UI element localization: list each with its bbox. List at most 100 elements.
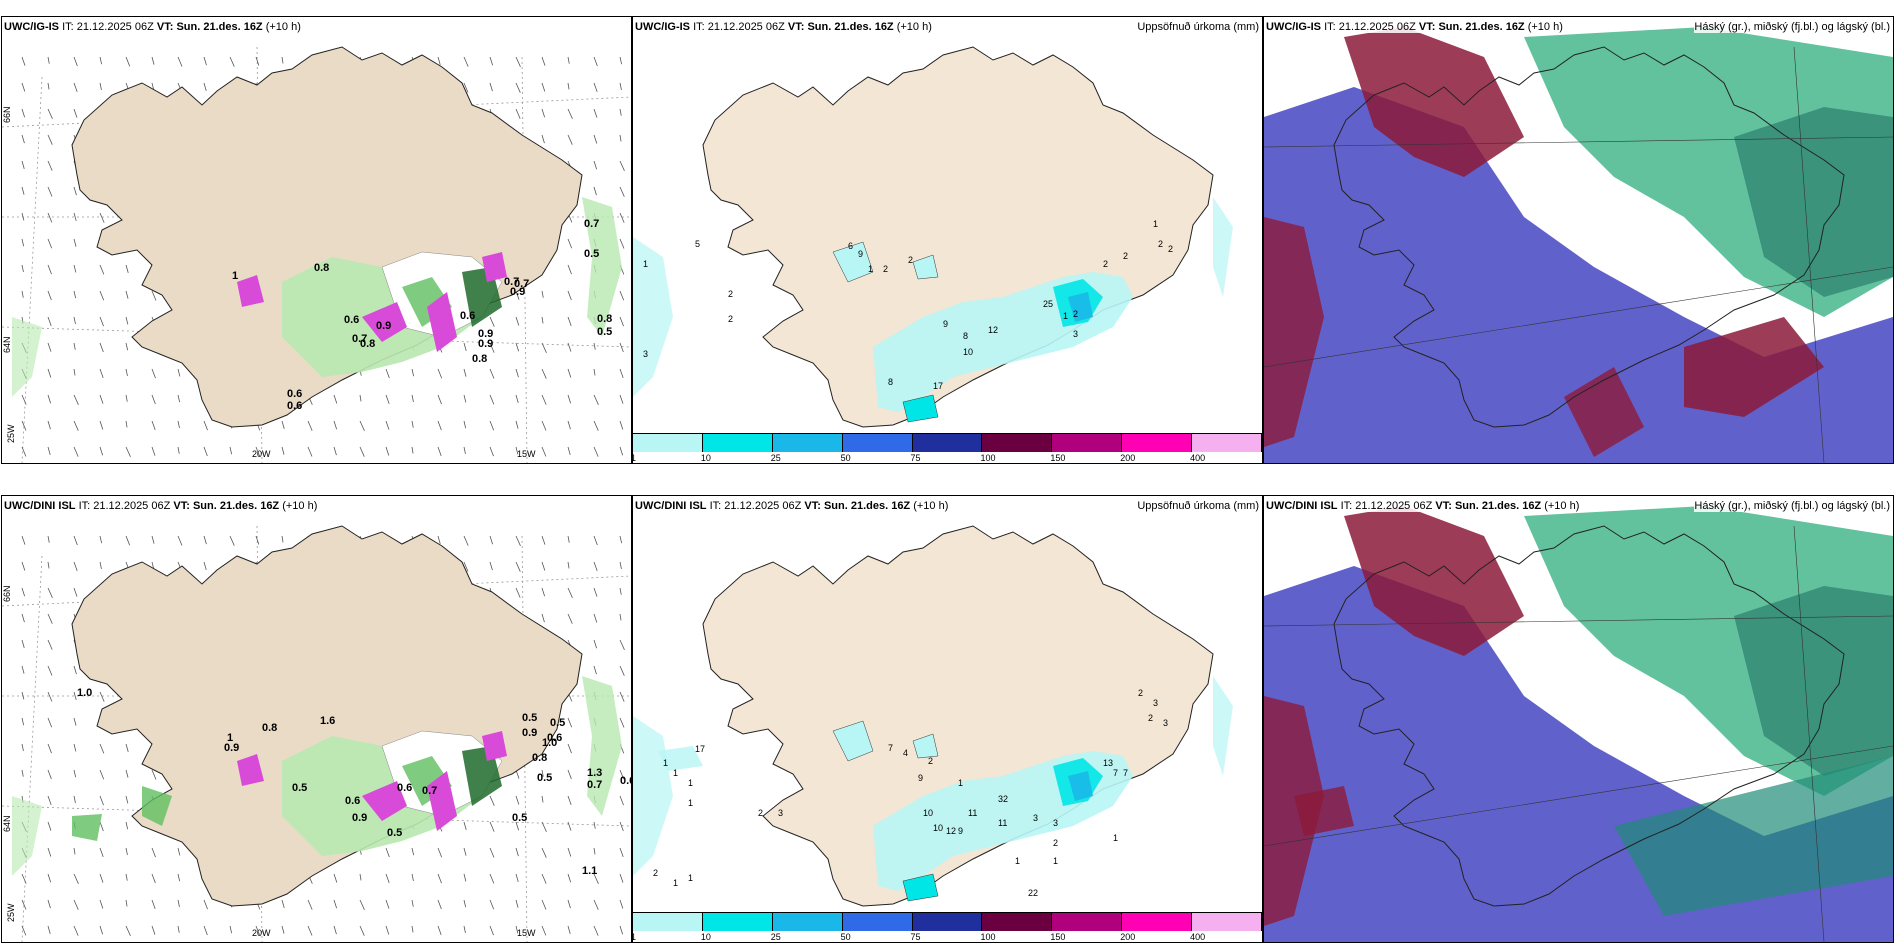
wind-barb xyxy=(125,290,129,299)
value-label: 3 xyxy=(1053,818,1058,828)
value-label: 12 xyxy=(988,325,998,335)
wind-barb xyxy=(515,342,520,352)
wind-barb xyxy=(593,186,597,196)
lat-label: 66N xyxy=(2,585,12,602)
wind-barb xyxy=(47,186,53,197)
wind-barb xyxy=(177,899,180,908)
wind-barb xyxy=(489,821,495,832)
wind-barb xyxy=(99,925,104,935)
wind-barb xyxy=(619,368,624,378)
wind-barb xyxy=(21,587,26,597)
value-label: 1 xyxy=(1015,856,1020,866)
wind-barb xyxy=(333,899,338,909)
wind-barb xyxy=(619,56,623,65)
wind-barb xyxy=(333,420,338,430)
wind-barb xyxy=(515,899,519,908)
value-label: 4 xyxy=(903,748,908,758)
wind-barb xyxy=(541,134,545,144)
wind-barb xyxy=(21,535,26,545)
it-label: IT: xyxy=(1324,21,1336,33)
precip-area-light xyxy=(912,254,939,280)
wind-barb xyxy=(281,925,285,934)
precip-purple xyxy=(427,292,457,352)
value-label: 2 xyxy=(728,289,733,299)
wind-barb xyxy=(515,82,521,93)
wind-barb xyxy=(333,873,338,883)
vt-label: VT: xyxy=(804,500,821,512)
panel-title: UWC/IG-IS IT: 21.12.2025 06Z VT: Sun. 21… xyxy=(635,21,932,33)
colorbar-swatch xyxy=(772,434,843,452)
wind-barb xyxy=(73,56,78,67)
wind-barb xyxy=(437,394,442,405)
wind-barb xyxy=(411,899,414,907)
precip-purple xyxy=(237,275,264,307)
wind-barb xyxy=(489,847,495,858)
snow-area-west xyxy=(142,786,172,826)
wind-barb xyxy=(541,769,544,777)
map-panel-row1-wind: UWC/IG-IS IT: 21.12.2025 06Z VT: Sun. 21… xyxy=(1,16,632,464)
wind-barb xyxy=(567,561,570,569)
it-label: IT: xyxy=(78,500,91,512)
wind-barb xyxy=(541,368,547,379)
wind-barb xyxy=(307,925,313,936)
wind-barb xyxy=(593,108,598,118)
snow-area-dark xyxy=(462,267,502,327)
wind-barb xyxy=(125,56,131,67)
colorbar-swatches xyxy=(633,433,1262,452)
lon-label: 25W xyxy=(6,903,16,922)
value-label: 32 xyxy=(998,794,1008,804)
colorbar-tick-label: 1 xyxy=(633,932,636,942)
map-panel-row1-precip: UWC/IG-IS IT: 21.12.2025 06Z VT: Sun. 21… xyxy=(632,16,1263,464)
value-label: 7 xyxy=(888,743,893,753)
wind-barb xyxy=(99,847,104,857)
wind-barb xyxy=(437,368,443,379)
wind-barb xyxy=(567,587,573,598)
panel-title: UWC/DINI ISL IT: 21.12.2025 06Z VT: Sun.… xyxy=(1266,500,1580,512)
wind-barb xyxy=(47,56,50,64)
wind-barb xyxy=(463,535,469,546)
wind-barb xyxy=(489,873,495,884)
wind-barb xyxy=(73,316,76,325)
wind-barb xyxy=(619,420,624,430)
wind-barb xyxy=(489,446,494,457)
wind-barb xyxy=(281,899,285,908)
value-label: 0.9 xyxy=(478,338,493,350)
wind-barb xyxy=(489,316,495,327)
wind-barb xyxy=(99,821,104,832)
wind-barb xyxy=(21,186,25,195)
value-label: 0.5 xyxy=(550,717,565,729)
wind-barb xyxy=(333,446,337,456)
wind-barb xyxy=(515,56,521,67)
wind-barb xyxy=(593,446,599,457)
value-label: 3 xyxy=(778,808,783,818)
wind-barb xyxy=(541,420,547,431)
wind-barb xyxy=(125,342,129,351)
wind-barb xyxy=(463,873,467,882)
wind-barb xyxy=(21,238,25,247)
wind-barb xyxy=(177,56,183,67)
precip-title: Uppsöfnuð úrkoma (mm) xyxy=(1137,21,1259,33)
panel-title: UWC/DINI ISL IT: 21.12.2025 06Z VT: Sun.… xyxy=(635,500,948,512)
colorbar-swatch xyxy=(842,913,913,931)
value-label: 1 xyxy=(232,270,238,282)
wind-barb xyxy=(21,134,25,144)
vt-value: Sun. 21.des. 16Z xyxy=(1454,500,1542,512)
wind-barb xyxy=(99,212,105,223)
wind-barb xyxy=(567,316,572,326)
value-label: 9 xyxy=(858,249,863,259)
colorbar-swatch xyxy=(633,913,703,931)
colorbar-tick-label: 25 xyxy=(770,932,781,942)
wind-barb xyxy=(151,535,155,544)
wind-barb xyxy=(73,368,76,376)
wind-barb xyxy=(73,290,77,299)
value-label: 0.9 xyxy=(376,320,391,332)
wind-barb xyxy=(99,561,102,570)
high-cloud xyxy=(1294,786,1354,836)
wind-barb xyxy=(203,899,208,910)
wind-barb xyxy=(437,535,441,544)
wind-barb xyxy=(541,587,546,597)
value-label: 2 xyxy=(908,255,913,265)
wind-barb xyxy=(385,873,390,883)
wind-barb xyxy=(73,587,78,597)
